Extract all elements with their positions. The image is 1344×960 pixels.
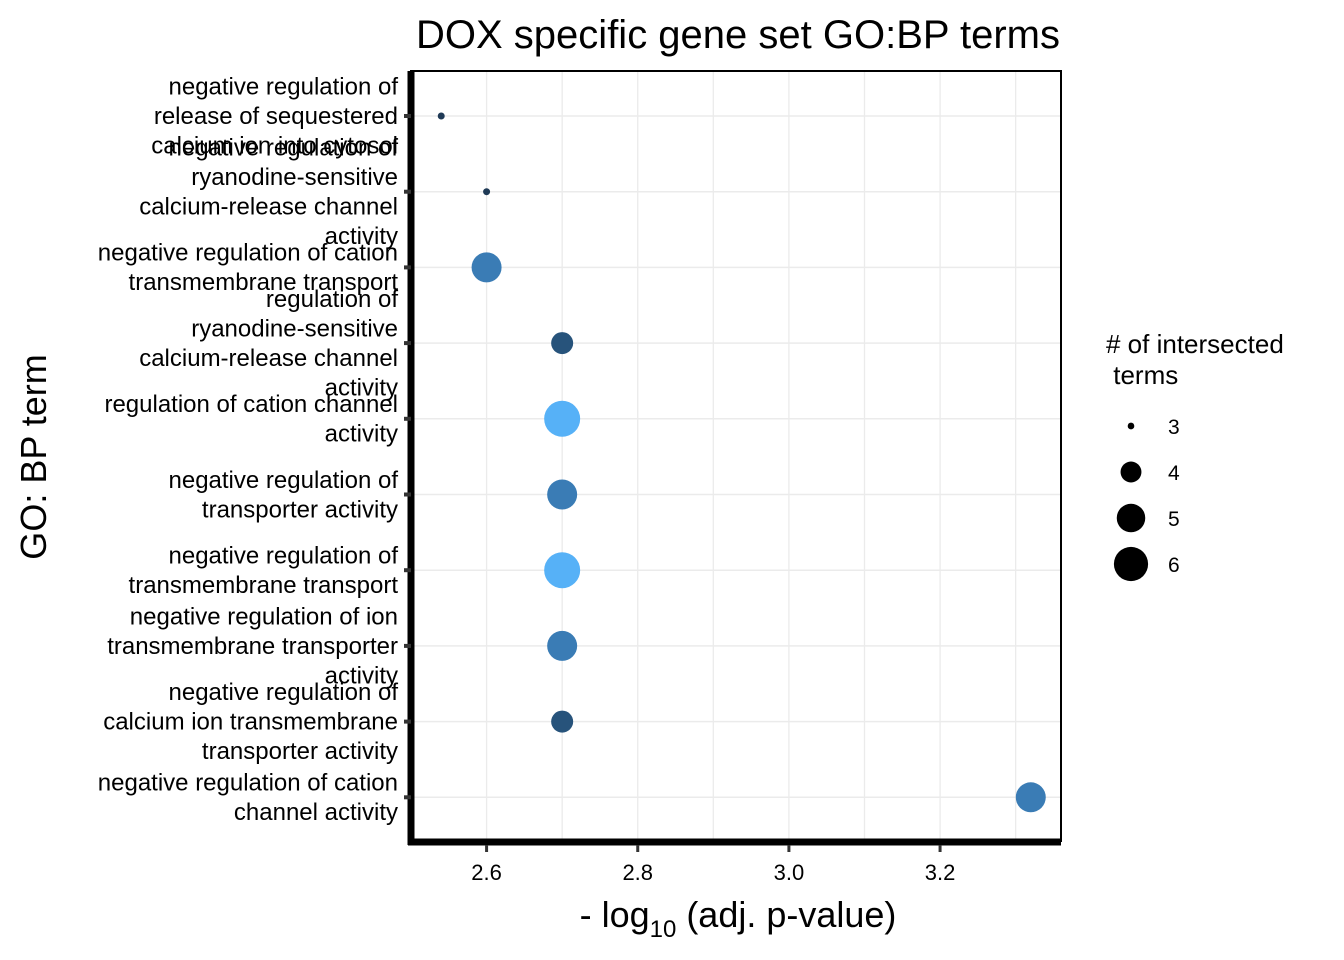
legend-key-label: 6 — [1168, 554, 1180, 577]
legend-key-dot — [1116, 503, 1146, 533]
x-tick-label: 2.6 — [471, 860, 502, 885]
y-tick-label-line: negative regulation of — [169, 542, 399, 569]
y-tick-label: negative regulation of release of sequest… — [151, 74, 398, 160]
data-point — [544, 400, 581, 437]
y-tick-label-line: ryanodine-sensitive — [191, 315, 398, 342]
legend-title-line-1: # of intersected — [1106, 329, 1284, 359]
data-point — [544, 552, 581, 589]
x-axis-label: - log10 (adj. p-value) — [580, 894, 897, 943]
y-tick-label-line: release of sequestered — [154, 103, 398, 130]
legend-key-label: 4 — [1168, 462, 1180, 485]
legend-key-label: 5 — [1168, 508, 1180, 531]
y-tick-label-line: regulation of — [266, 286, 398, 313]
plot-panel-border — [410, 70, 1062, 842]
y-tick-label-line: negative regulation of — [169, 74, 399, 101]
y-tick-label-line: transporter activity — [202, 738, 398, 765]
legend-key-dot — [1127, 422, 1135, 430]
data-points — [437, 112, 1046, 813]
x-tick-labels: 2.6 2.8 3.0 3.2 — [471, 860, 955, 885]
x-axis-label-prefix: - log — [580, 894, 650, 935]
y-tick-label-line: transmembrane transporter — [107, 633, 398, 660]
y-tick-label-line: channel activity — [234, 799, 398, 826]
x-tick-label: 3.0 — [774, 860, 805, 885]
x-axis-label-suffix: (adj. p-value) — [676, 894, 896, 935]
y-tick-label: negative regulation of calcium ion transm… — [103, 679, 398, 765]
x-axis-label-subscript: 10 — [650, 916, 677, 943]
y-tick-label-line: negative regulation of ion — [130, 603, 398, 630]
data-point — [547, 630, 578, 661]
data-point — [547, 479, 578, 510]
data-point — [437, 112, 445, 120]
legend-key-dot — [1120, 461, 1142, 483]
data-point — [471, 252, 502, 283]
data-point — [551, 332, 574, 355]
y-tick-label-line: activity — [325, 662, 398, 689]
y-tick-label-line: activity — [325, 374, 398, 401]
y-tick-label: regulation of ryanodine-sensitive calcium-… — [139, 286, 398, 402]
y-tick-label-line: transmembrane transport — [129, 572, 399, 599]
y-tick-label-line: regulation of cation channel — [104, 391, 398, 418]
size-legend: # of intersected terms 3 4 5 6 — [1106, 329, 1284, 582]
y-tick-label-line: calcium-release channel — [139, 345, 398, 372]
y-tick-label: negative regulation of ryanodine-sensitiv… — [139, 134, 398, 250]
y-tick-label: negative regulation of transporter activi… — [169, 467, 399, 524]
data-point — [551, 710, 574, 733]
y-tick-label-line: transporter activity — [202, 496, 398, 523]
legend-key-dot — [1113, 546, 1149, 582]
legend-title-line-2: terms — [1106, 360, 1178, 390]
y-tick-label-line: negative regulation of — [169, 679, 399, 706]
y-tick-label-line: activity — [325, 421, 398, 448]
y-tick-label-line: negative regulation of — [169, 134, 399, 161]
grid-lines — [411, 71, 1061, 841]
y-tick-label-line: activity — [325, 223, 398, 250]
y-tick-label: regulation of cation channel activity — [104, 391, 398, 448]
y-tick-label-line: ryanodine-sensitive — [191, 164, 398, 191]
legend-key-label: 3 — [1168, 416, 1180, 439]
y-tick-label-line: calcium ion into cytosol — [151, 133, 398, 160]
y-tick-label-line: transmembrane transport — [129, 269, 399, 296]
chart-title: DOX specific gene set GO:BP terms — [416, 13, 1060, 57]
y-tick-label: negative regulation of cation transmembra… — [98, 240, 399, 297]
y-tick-label: negative regulation of transmembrane tran… — [129, 542, 399, 599]
y-tick-label-line: negative regulation of cation — [98, 770, 398, 797]
y-tick-labels: negative regulation of release of sequest… — [98, 74, 399, 827]
y-tick-label-line: negative regulation of cation — [98, 240, 398, 267]
x-tick-label: 3.2 — [925, 860, 956, 885]
y-axis-label: GO: BP term — [13, 354, 54, 559]
y-tick-label-line: calcium ion transmembrane — [103, 709, 398, 736]
y-tick-label: negative regulation of cation channel act… — [98, 770, 398, 827]
y-tick-label-line: calcium-release channel — [139, 193, 398, 220]
x-tick-label: 2.8 — [622, 860, 653, 885]
data-point — [483, 188, 491, 196]
data-point — [1015, 782, 1046, 813]
y-tick-label: negative regulation of ion transmembrane … — [107, 603, 398, 689]
y-tick-label-line: negative regulation of — [169, 467, 399, 494]
axes — [404, 71, 1061, 852]
